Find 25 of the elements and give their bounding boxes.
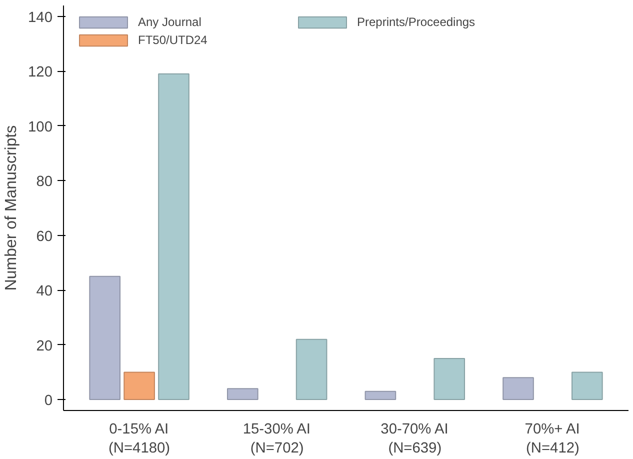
bar bbox=[226, 388, 258, 400]
y-tick-label: 80 bbox=[36, 174, 53, 190]
x-tick-label: 15-30% AI (N=702) bbox=[242, 422, 311, 457]
y-tick-label: 120 bbox=[28, 64, 53, 81]
bar bbox=[158, 73, 190, 400]
y-tick-label: 60 bbox=[36, 228, 53, 245]
y-tick-label: 140 bbox=[28, 10, 53, 26]
y-tick-label: 40 bbox=[36, 284, 53, 300]
legend-label: FT50/UTD24 bbox=[138, 33, 208, 47]
x-tick-label: 70%+ AI (N=412) bbox=[524, 422, 580, 457]
x-tick-label: 0-15% AI (N=4180) bbox=[108, 422, 170, 457]
bar bbox=[124, 372, 155, 400]
bar bbox=[572, 372, 603, 400]
legend-label: Any Journal bbox=[138, 15, 202, 29]
y-tick-label: 100 bbox=[28, 119, 53, 136]
y-tick-label: 20 bbox=[36, 338, 53, 354]
bar bbox=[364, 390, 396, 400]
x-tick-label: 30-70% AI (N=639) bbox=[380, 422, 448, 457]
legend-label: Preprints/Proceedings bbox=[357, 15, 476, 29]
bar bbox=[502, 377, 534, 400]
bar bbox=[296, 338, 328, 400]
y-tick-label: 0 bbox=[44, 393, 53, 410]
y-axis-title: Number of Manuscripts bbox=[3, 125, 20, 291]
bar bbox=[434, 358, 466, 400]
bar bbox=[89, 276, 120, 400]
